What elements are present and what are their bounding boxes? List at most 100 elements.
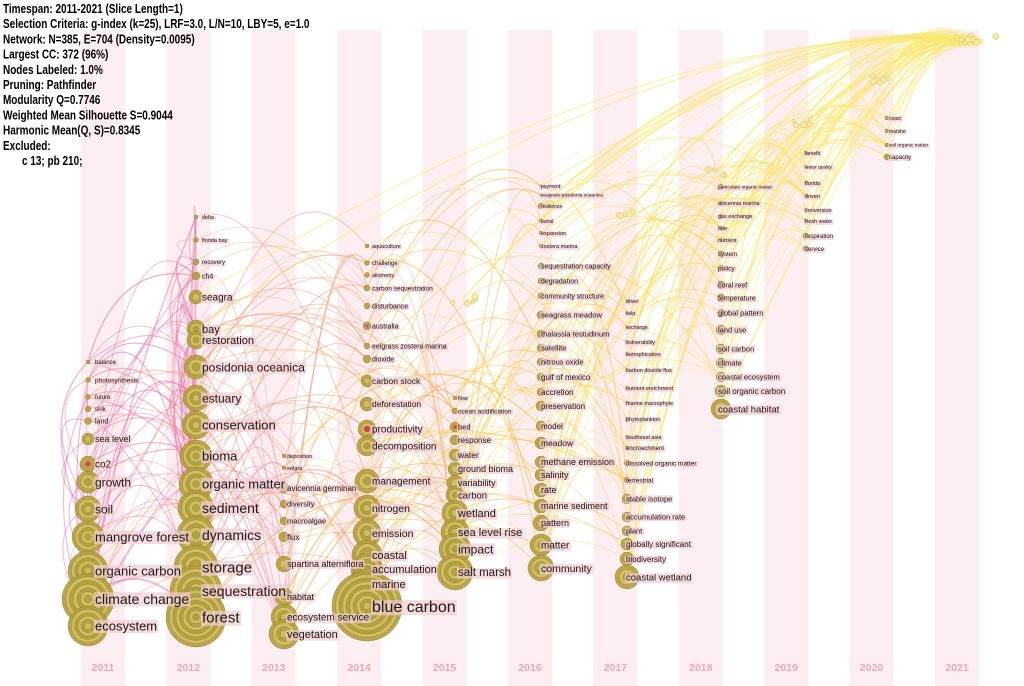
keyword-label: fresh water: [805, 219, 832, 225]
link-edge: [540, 34, 982, 187]
link-edge: [87, 489, 368, 538]
keyword-label-bg: [201, 418, 277, 433]
keyword-label-bg: [201, 361, 307, 374]
link-edge: [283, 373, 542, 469]
keyword-label: seagrass meadow: [541, 311, 602, 320]
keyword-label-bg: [94, 619, 159, 634]
keyword-label-bg: [540, 264, 613, 271]
keyword-label-bg: [286, 517, 328, 526]
link-edge: [195, 303, 368, 426]
keyword-label: sink: [95, 407, 107, 413]
keyword-label: emission: [372, 528, 414, 540]
keyword-label: water quality: [805, 165, 833, 171]
link-edge: [195, 307, 368, 509]
keyword: methane emission: [540, 457, 615, 467]
link-edge: [366, 231, 628, 404]
keyword: seagra: [201, 293, 234, 304]
link-edge: [720, 182, 807, 410]
keyword-label-bg: [540, 184, 562, 190]
link-edge: [366, 373, 542, 507]
keyword: water: [456, 450, 480, 460]
cluster-node: [799, 121, 807, 129]
link-edge: [283, 460, 368, 565]
link-edge: [540, 173, 722, 247]
link-edge: [801, 35, 965, 123]
keyword: diversity: [286, 500, 316, 509]
keyword-label: deposition: [287, 454, 312, 460]
keyword-label-bg: [371, 503, 412, 515]
year-label: 2019: [775, 662, 799, 674]
summary-line: Weighted Mean Silhouette S=0.9044: [3, 109, 173, 122]
keyword: accumulation: [371, 564, 438, 576]
link-edge: [366, 428, 628, 534]
link-edge: [283, 286, 368, 489]
keyword-label-bg: [625, 386, 675, 392]
link-edge: [64, 379, 89, 483]
keyword-label: future: [95, 395, 111, 401]
year-axis: 2011 2012 2013 2014 2015 2016 2017 2018 2019 2020…: [92, 662, 969, 674]
keyword: exchange: [625, 325, 649, 331]
link-edge: [720, 41, 968, 269]
node-ring: [85, 394, 91, 400]
link-edge: [540, 35, 979, 222]
summary-line: Modularity Q=0.7746: [3, 94, 100, 107]
keyword-label-bg: [540, 373, 592, 382]
keyword-label: growth: [95, 475, 131, 489]
link-edge: [366, 317, 542, 430]
keyword-label-bg: [888, 143, 930, 149]
link-edge: [176, 239, 197, 263]
keyword-node: [183, 354, 209, 380]
keyword-label: kelp: [626, 311, 635, 317]
keyword-label: conversion: [805, 208, 832, 214]
keyword: marine sediment: [540, 501, 609, 511]
keyword-label: challenge: [372, 261, 398, 267]
keyword-label: estuary: [202, 391, 241, 405]
keyword: ocean acidification: [457, 408, 513, 415]
keyword: payment: [540, 184, 562, 190]
keyword-node: [363, 284, 371, 292]
keyword-label-bg: [457, 423, 472, 432]
keyword: vegetation: [286, 629, 339, 641]
keyword-label: recovery: [202, 260, 225, 266]
link-edge: [454, 179, 722, 428]
keyword-label: temperature: [718, 296, 756, 303]
keyword-label: carbon dioxide flux: [626, 368, 672, 374]
keyword-label-bg: [94, 564, 182, 579]
keyword-label: community: [541, 563, 593, 575]
node-ring: [362, 354, 372, 364]
link-edge: [540, 39, 980, 297]
keyword-label: marine sediment: [541, 501, 608, 511]
keyword-label: payment: [541, 184, 561, 190]
keyword-label-bg: [94, 360, 118, 366]
summary-line: c 13; pb 210;: [22, 155, 82, 168]
keyword-node: [85, 359, 91, 365]
keyword-label: water: [457, 450, 479, 460]
keyword-label-bg: [540, 204, 564, 210]
keyword-label: coast: [889, 116, 902, 122]
keyword-label-bg: [717, 405, 781, 415]
keyword-label: seagra: [202, 293, 233, 304]
cluster-node: [954, 34, 959, 39]
keyword-label: flow: [458, 396, 468, 402]
keyword-node: [81, 432, 95, 446]
keyword-node: [177, 489, 215, 527]
keyword: expansion: [540, 231, 568, 237]
keyword: restoration: [201, 335, 255, 347]
keyword-label-bg: [717, 252, 738, 258]
keyword-label-bg: [625, 513, 687, 522]
link-edge: [801, 31, 983, 123]
keyword-label: ch4: [202, 274, 213, 281]
keyword-label-bg: [717, 345, 756, 354]
keyword-label-bg: [94, 460, 113, 471]
keyword-label-bg: [457, 396, 469, 402]
keyword-label-bg: [717, 238, 738, 244]
keyword-label-bg: [540, 541, 571, 552]
keyword-label: marshe: [889, 129, 906, 135]
year-label: 2017: [604, 662, 628, 674]
keyword-label-bg: [625, 435, 664, 441]
keyword-label: fate: [718, 226, 727, 232]
keyword-label-bg: [94, 435, 132, 444]
keyword-label-bg: [371, 600, 457, 616]
link-edge: [715, 38, 974, 173]
keyword: challenge: [371, 261, 400, 267]
